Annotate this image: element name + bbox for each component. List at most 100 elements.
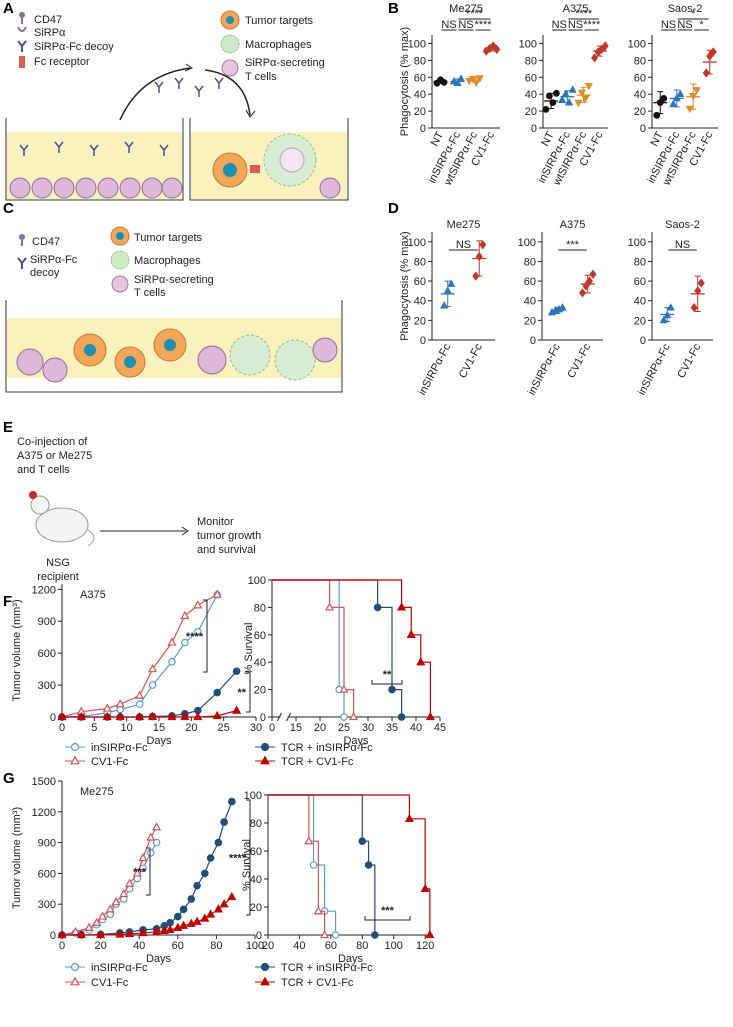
error-bar [690, 83, 697, 110]
significance-label: NS [661, 19, 676, 31]
data-point [212, 589, 222, 598]
y-tick-label: 20 [414, 106, 426, 118]
y-tick-label: 0 [50, 930, 56, 942]
data-point [331, 931, 340, 939]
x-tick-label: 60 [325, 940, 337, 952]
data-point [187, 895, 196, 903]
data-point [147, 711, 158, 721]
x-tick-label: 60 [172, 940, 184, 952]
survival-step [268, 794, 315, 865]
y-tick-label: 900 [38, 616, 56, 628]
legend-label: Fc receptor [34, 56, 90, 68]
data-point [358, 837, 367, 846]
x-tick-label: inSIRPα-Fc [636, 341, 673, 397]
survival-step [308, 840, 319, 912]
data-point [690, 302, 698, 313]
decoy-icon [154, 77, 224, 97]
arrow [184, 63, 194, 72]
tcell-icon [319, 177, 341, 199]
data-point [213, 688, 222, 697]
tcell-icon [111, 275, 129, 293]
legend-label: SiRPα-Fc [30, 254, 78, 266]
diagram-c: CD47 SiRPα-Fc decoy Tumor targets Macrop… [5, 226, 343, 393]
fc-receptor-icon [250, 165, 260, 173]
data-point [591, 53, 599, 63]
decoy-icon [17, 40, 27, 52]
series-line [61, 826, 158, 936]
x-tick-label: 20 [185, 722, 197, 734]
data-point [373, 603, 382, 612]
y-axis-label: % Survival [243, 623, 255, 675]
data-point [660, 95, 668, 102]
x-tick-label: 0 [59, 722, 65, 734]
y-axis-label: Phagocytosis (% max) [399, 231, 411, 340]
data-point [692, 87, 701, 95]
decoy-icon [17, 257, 27, 269]
chart-title: A375 [560, 219, 586, 231]
diagram-a: CD47 SiRPα SiRPα-Fc decoy Fc receptor Tu… [5, 10, 349, 201]
data-point [558, 95, 567, 103]
x-tick-label: 20 [314, 722, 326, 734]
survival-step [425, 888, 431, 935]
legend-label: T cells [134, 287, 166, 299]
significance-label: **** [583, 19, 601, 31]
panel-letter: C [3, 200, 14, 217]
y-tick-label: 300 [38, 680, 56, 692]
tumor-icon [226, 16, 234, 24]
y-tick-label: 0 [50, 712, 56, 724]
y-tick-label: 100 [408, 38, 426, 50]
y-tick-label: 0 [530, 335, 536, 347]
survival-step [420, 661, 431, 717]
y-tick-label: 80 [634, 55, 646, 67]
x-tick-label: 15 [290, 722, 302, 734]
label: recipient [37, 571, 79, 583]
x-tick-label: 120 [416, 940, 434, 952]
data-point [147, 664, 158, 673]
x-tick-label: inSIRPα-Fc [526, 341, 563, 397]
data-point [220, 818, 228, 826]
legend-label: CD47 [32, 236, 60, 248]
legend-label: inSIRPα-Fc [91, 962, 148, 974]
x-tick-label: 5 [91, 722, 97, 734]
data-point [542, 105, 550, 113]
y-tick-label: 300 [38, 899, 56, 911]
data-point [568, 85, 577, 93]
y-tick-label: 20 [634, 106, 646, 118]
panel-letter: F [3, 593, 12, 610]
survival-step [401, 606, 412, 635]
legend-label: SiRPα-secreting [134, 274, 214, 286]
data-point [96, 929, 106, 939]
significance-bracket [371, 680, 403, 685]
data-point [192, 916, 202, 925]
data-point [420, 883, 430, 892]
significance-bracket [146, 847, 151, 896]
y-tick-label: 1200 [32, 807, 56, 819]
data-point [425, 711, 435, 721]
data-point [152, 926, 162, 936]
error-bar [664, 307, 671, 322]
data-point [115, 929, 125, 938]
y-tick-label: 100 [244, 790, 262, 802]
x-tick-label: 45 [434, 722, 446, 734]
chart-title: Saos-2 [665, 219, 700, 231]
data-point [119, 888, 129, 898]
panel-letter: D [388, 200, 399, 217]
y-tick-label: 40 [525, 89, 537, 101]
data-point [213, 904, 223, 913]
y-tick-label: 60 [524, 276, 536, 288]
data-point [206, 909, 216, 918]
legend-label: Macrophages [134, 255, 201, 267]
significance-bracket [246, 799, 251, 916]
data-point [167, 637, 177, 646]
label: Co-injection of [17, 436, 88, 448]
significance-bracket [246, 671, 251, 713]
error-bar [657, 91, 664, 115]
data-point [174, 912, 182, 921]
data-point [200, 913, 210, 922]
data-point [193, 881, 201, 890]
data-point [364, 861, 373, 869]
legend-label: decoy [30, 267, 60, 279]
x-tick-label: 15 [153, 722, 165, 734]
y-tick-label: 100 [628, 38, 646, 50]
data-point [697, 278, 705, 288]
